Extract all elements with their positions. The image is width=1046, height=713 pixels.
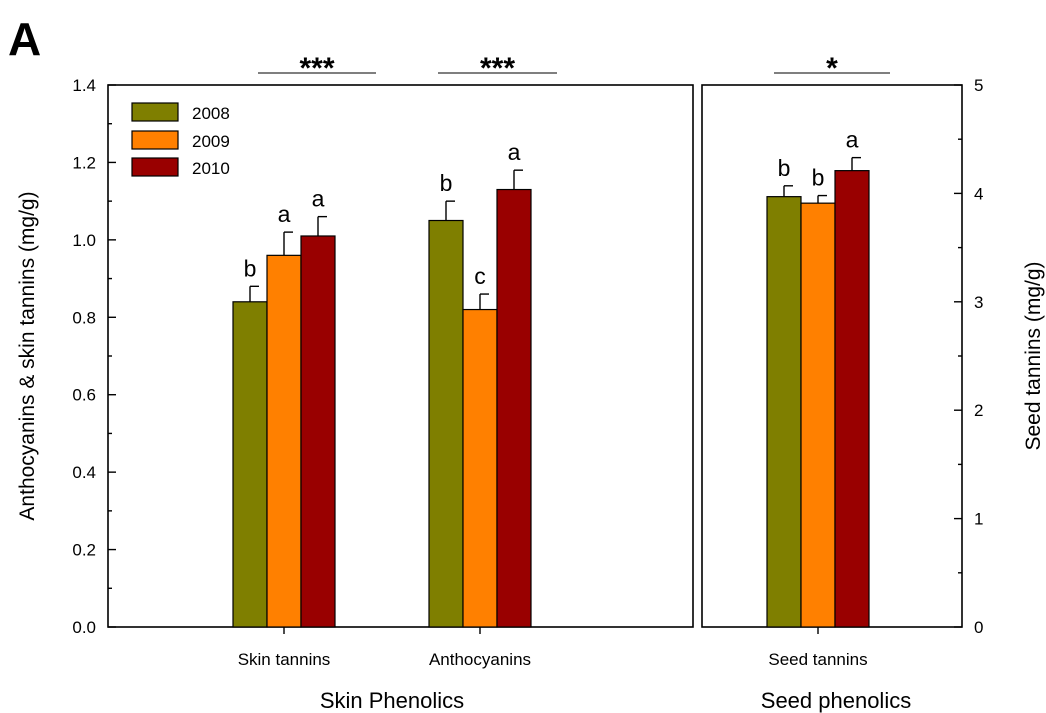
bar-2009 — [462, 308, 498, 628]
y-tick-label: 0.2 — [72, 541, 96, 560]
y-tick-label: 1.0 — [72, 231, 96, 250]
y-tick-label: 0.0 — [72, 618, 96, 637]
y-tick-label: 1.2 — [72, 153, 96, 172]
right-y-axis: 0 1 2 3 4 5 — [954, 76, 983, 637]
bar-2008 — [766, 196, 802, 628]
significance-letter: b — [812, 165, 825, 191]
y-tick-label: 3 — [974, 293, 983, 312]
y-tick-label: 0.4 — [72, 463, 96, 482]
right-y-axis-title: Seed tannins (mg/g) — [1022, 261, 1045, 450]
legend: 2008 2009 2010 — [131, 102, 230, 178]
left-y-axis: 0.0 0.2 0.4 0.6 0.8 1.0 1.2 1.4 — [72, 76, 116, 637]
y-tick-label: 1 — [974, 510, 983, 529]
bar-2010 — [300, 235, 336, 628]
panel-label: A — [8, 13, 41, 65]
bar-2010 — [496, 188, 532, 628]
y-tick-label: 4 — [974, 184, 983, 203]
significance-letter: a — [508, 139, 521, 165]
significance-letter: a — [278, 201, 291, 227]
significance-stars: *** — [299, 52, 334, 85]
y-tick-label: 0.6 — [72, 386, 96, 405]
y-tick-label: 0.8 — [72, 308, 96, 327]
significance-stars: * — [826, 52, 838, 85]
bar-2010 — [834, 170, 870, 628]
legend-label-2008: 2008 — [192, 104, 230, 123]
significance-letter: a — [312, 186, 325, 212]
y-tick-label: 1.4 — [72, 76, 96, 95]
legend-swatch-2010 — [131, 157, 179, 177]
left-group-title: Skin Phenolics — [320, 688, 464, 713]
x-tick-label: Anthocyanins — [429, 650, 531, 669]
significance-letter: b — [244, 255, 257, 281]
bar-2008 — [232, 301, 268, 628]
significance-letter: b — [440, 170, 453, 196]
bar-2008 — [428, 219, 464, 628]
x-tick-label: Seed tannins — [768, 650, 867, 669]
left-y-axis-title: Anthocyanins & skin tannins (mg/g) — [16, 191, 39, 520]
significance-markers: *** *** * — [258, 52, 890, 85]
significance-letter: c — [474, 263, 486, 289]
significance-letter: a — [846, 127, 859, 153]
category-labels: Skin tannins Anthocyanins Seed tannins — [238, 627, 868, 669]
bar-2009 — [266, 254, 302, 628]
legend-label-2010: 2010 — [192, 159, 230, 178]
y-tick-label: 5 — [974, 76, 983, 95]
significance-letter: b — [778, 155, 791, 181]
y-tick-label: 2 — [974, 401, 983, 420]
legend-swatch-2008 — [131, 102, 179, 122]
right-group-title: Seed phenolics — [761, 688, 911, 713]
x-tick-label: Skin tannins — [238, 650, 331, 669]
bar-2009 — [800, 202, 836, 628]
legend-swatch-2009 — [131, 130, 179, 150]
legend-label-2009: 2009 — [192, 132, 230, 151]
y-tick-label: 0 — [974, 618, 983, 637]
significance-stars: *** — [480, 52, 515, 85]
